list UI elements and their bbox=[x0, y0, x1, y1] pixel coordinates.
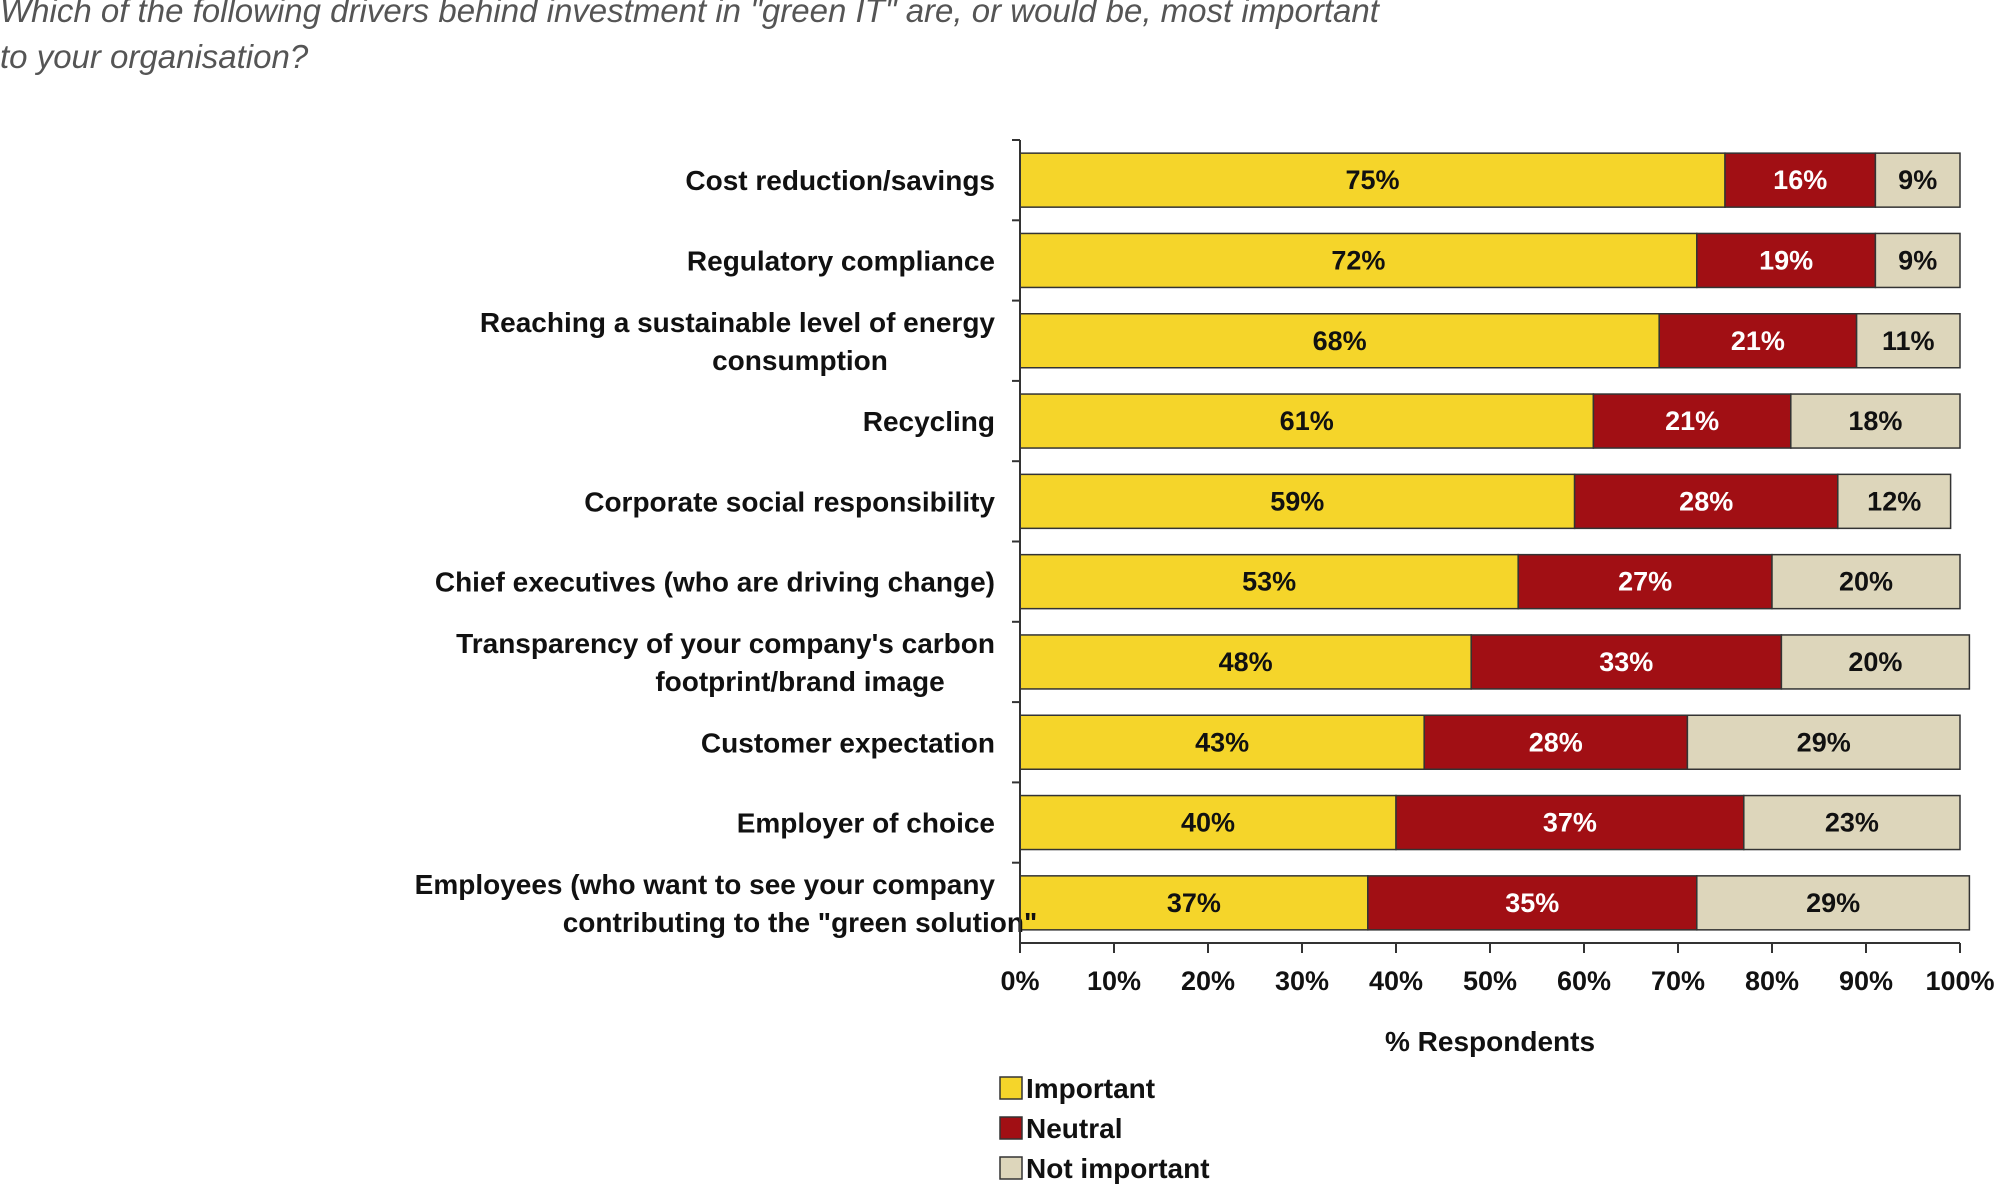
data-label: 9% bbox=[1898, 165, 1937, 195]
legend-swatch-important bbox=[999, 1076, 1023, 1100]
bar-not-important bbox=[1771, 553, 1961, 610]
data-label: 16% bbox=[1773, 165, 1827, 195]
data-label: 27% bbox=[1618, 567, 1672, 597]
bar-neutral bbox=[1517, 553, 1773, 610]
category-label: Cost reduction/savings bbox=[685, 165, 995, 196]
data-label: 40% bbox=[1181, 808, 1235, 838]
bar-not-important bbox=[1743, 794, 1961, 851]
category-label: Employees (who want to see your company c… bbox=[415, 869, 1038, 938]
data-label: 72% bbox=[1331, 245, 1385, 275]
category-label: Regulatory compliance bbox=[687, 245, 995, 276]
data-label: 35% bbox=[1505, 888, 1559, 918]
bar-neutral bbox=[1573, 473, 1839, 530]
x-tick-label: 30% bbox=[1275, 966, 1329, 996]
bar-not-important bbox=[1780, 634, 1971, 690]
bar-important bbox=[1019, 875, 1369, 931]
data-label: 21% bbox=[1665, 406, 1719, 436]
data-label: 29% bbox=[1797, 727, 1851, 757]
x-tick-label: 100% bbox=[1925, 966, 1994, 996]
bar-not-important bbox=[1790, 393, 1961, 449]
bar-important bbox=[1019, 473, 1576, 530]
data-label: 43% bbox=[1195, 727, 1249, 757]
x-tick-label: 20% bbox=[1181, 966, 1235, 996]
data-label: 37% bbox=[1543, 808, 1597, 838]
data-label: 75% bbox=[1345, 165, 1399, 195]
bar-important bbox=[1019, 152, 1726, 208]
bar-neutral bbox=[1696, 232, 1877, 289]
x-tick-label: 0% bbox=[1000, 966, 1039, 996]
data-label: 37% bbox=[1167, 888, 1221, 918]
bar-not-important bbox=[1837, 473, 1952, 530]
data-label: 11% bbox=[1882, 326, 1935, 356]
data-label: 29% bbox=[1806, 888, 1860, 918]
data-label: 28% bbox=[1679, 486, 1733, 516]
data-label: 20% bbox=[1839, 567, 1893, 597]
bar-important bbox=[1019, 714, 1425, 770]
bar-not-important bbox=[1855, 313, 1961, 369]
category-label: Recycling bbox=[863, 406, 995, 437]
bar-neutral bbox=[1367, 875, 1698, 931]
category-label: Reaching a sustainable level of energy co… bbox=[480, 307, 996, 376]
x-tick-label: 80% bbox=[1745, 966, 1799, 996]
bar-important bbox=[1019, 313, 1660, 369]
category-label: Chief executives (who are driving change… bbox=[435, 567, 995, 598]
data-label: 28% bbox=[1529, 727, 1583, 757]
x-tick-label: 60% bbox=[1557, 966, 1611, 996]
data-label: 21% bbox=[1731, 326, 1785, 356]
data-label: 33% bbox=[1599, 647, 1653, 677]
bar-neutral bbox=[1592, 393, 1792, 449]
category-label: Transparency of your company's carbon foo… bbox=[456, 628, 995, 697]
data-label: 68% bbox=[1313, 326, 1367, 356]
bar-not-important bbox=[1686, 714, 1961, 770]
legend-swatch-not-important bbox=[999, 1156, 1023, 1180]
x-tick-label: 40% bbox=[1369, 966, 1423, 996]
x-tick-label: 90% bbox=[1839, 966, 1893, 996]
bar-important bbox=[1019, 553, 1519, 610]
bar-neutral bbox=[1395, 794, 1745, 851]
data-label: 59% bbox=[1270, 486, 1324, 516]
x-axis-title: % Respondents bbox=[1385, 1026, 1595, 1057]
legend-label: Not important bbox=[1026, 1153, 1210, 1184]
data-label: 19% bbox=[1759, 245, 1813, 275]
x-tick-label: 50% bbox=[1463, 966, 1517, 996]
data-label: 12% bbox=[1867, 486, 1921, 516]
data-label: 48% bbox=[1219, 647, 1273, 677]
x-tick-label: 10% bbox=[1087, 966, 1141, 996]
bar-important bbox=[1019, 794, 1397, 851]
data-label: 9% bbox=[1898, 245, 1937, 275]
data-label: 20% bbox=[1848, 647, 1902, 677]
legend-swatch-neutral bbox=[999, 1116, 1023, 1140]
survey-question: Which of the following drivers behind in… bbox=[0, 0, 1379, 75]
data-label: 23% bbox=[1825, 808, 1879, 838]
data-label: 18% bbox=[1848, 406, 1902, 436]
x-tick-label: 70% bbox=[1651, 966, 1705, 996]
category-label: Customer expectation bbox=[701, 727, 995, 758]
legend-label: Neutral bbox=[1026, 1113, 1122, 1144]
bar-not-important bbox=[1874, 152, 1961, 208]
category-label: Employer of choice bbox=[737, 808, 995, 839]
category-label: Corporate social responsibility bbox=[584, 486, 995, 517]
bar-not-important bbox=[1874, 232, 1961, 289]
bar-neutral bbox=[1658, 313, 1858, 369]
data-label: 53% bbox=[1242, 567, 1296, 597]
bar-important bbox=[1019, 393, 1595, 449]
bar-neutral bbox=[1470, 634, 1783, 690]
data-label: 61% bbox=[1280, 406, 1334, 436]
bar-not-important bbox=[1696, 875, 1971, 931]
legend-label: Important bbox=[1026, 1073, 1155, 1104]
